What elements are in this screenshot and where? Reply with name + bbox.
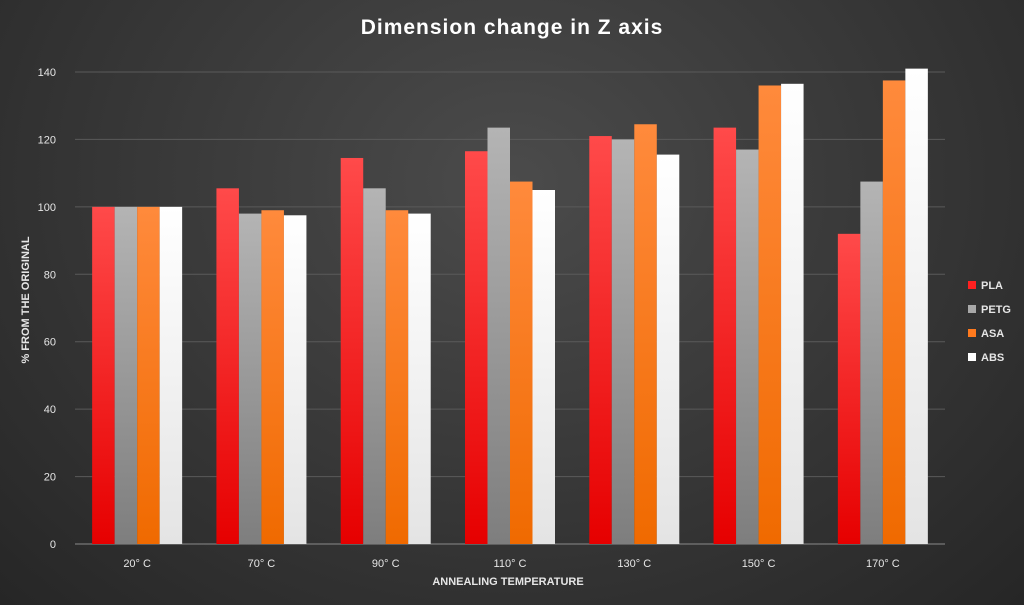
bar-pla (92, 206, 115, 544)
x-tick-label: 110° C (494, 558, 527, 570)
y-tick-label: 60 (44, 337, 56, 349)
y-tick-label: 40 (44, 404, 56, 416)
y-axis-ticks: 0 20 40 60 80 100 120 140 (38, 67, 56, 551)
bar-petg (114, 206, 138, 544)
bar-asa (510, 181, 533, 545)
bar-abs (283, 215, 307, 545)
bar-abs (532, 190, 555, 544)
bar-abs (159, 206, 183, 544)
bar-asa (261, 210, 284, 544)
y-tick-label: 120 (38, 134, 56, 146)
legend: PLA PETG ASA ABS (968, 280, 1011, 364)
legend-swatch-abs (968, 353, 976, 361)
bar-abs (781, 83, 804, 545)
bar-pla (340, 157, 364, 544)
bar-pla (216, 188, 239, 545)
x-tick-label: 130° C (617, 558, 651, 570)
bar-pla (465, 151, 488, 544)
bar-asa (385, 210, 409, 544)
bar-abs (408, 213, 431, 544)
bar-asa (882, 80, 906, 544)
bar-petg (363, 188, 386, 545)
x-axis-ticks: 20° C 70° C 90° C 110° C 130° C 150° C 170° C (123, 558, 899, 570)
bar-asa (137, 206, 160, 544)
x-tick-label: 90° C (372, 558, 400, 570)
y-tick-label: 80 (44, 269, 56, 281)
bar-asa (634, 124, 657, 544)
x-tick-label: 70° C (248, 558, 276, 570)
bar-pla (589, 136, 612, 545)
y-tick-label: 140 (38, 67, 56, 79)
legend-label-asa: ASA (981, 328, 1004, 340)
x-axis-label: ANNEALING TEMPERATURE (432, 576, 583, 588)
y-tick-label: 100 (38, 202, 56, 214)
legend-swatch-pla (968, 281, 976, 289)
bar-abs (656, 154, 680, 544)
bar-pla (713, 127, 737, 544)
bars (92, 68, 928, 545)
x-tick-label: 150° C (742, 558, 776, 570)
legend-label-abs: ABS (981, 352, 1004, 364)
legend-label-petg: PETG (981, 304, 1011, 316)
bar-petg (736, 149, 759, 545)
bar-abs (905, 68, 928, 544)
bar-petg (611, 139, 635, 544)
legend-swatch-petg (968, 305, 976, 313)
bar-petg (860, 181, 883, 545)
bar-petg (487, 127, 510, 544)
bar-petg (238, 213, 262, 544)
x-tick-label: 20° C (123, 558, 151, 570)
chart-title: Dimension change in Z axis (361, 16, 664, 39)
legend-swatch-asa (968, 329, 976, 337)
bar-pla (837, 233, 861, 545)
legend-label-pla: PLA (981, 280, 1003, 292)
bar-asa (758, 85, 782, 544)
x-tick-label: 170° C (866, 558, 900, 570)
y-tick-label: 20 (44, 472, 56, 484)
y-tick-label: 0 (50, 539, 56, 551)
y-axis-label: % FROM THE ORIGINAL (20, 236, 32, 363)
